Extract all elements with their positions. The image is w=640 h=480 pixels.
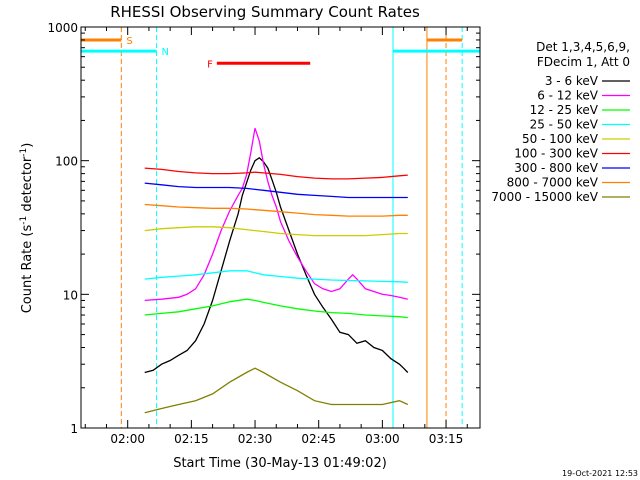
- legend-label-7000-15000-kev: 7000 - 15000 keV: [491, 190, 598, 204]
- x-tick-label: 03:00: [365, 432, 400, 446]
- series-line-6-12-kev: [144, 127, 408, 302]
- y-tick-label: 1000: [47, 21, 78, 35]
- series-line-100-300-kev: [144, 167, 408, 180]
- legend-label-800-7000-kev: 800 - 7000 keV: [507, 176, 599, 190]
- legend-label-100-300-kev: 100 - 300 keV: [514, 147, 598, 161]
- x-tick-label: 02:45: [301, 432, 336, 446]
- x-tick-label: 02:15: [174, 432, 209, 446]
- x-tick-label: 02:00: [110, 432, 145, 446]
- y-axis-label-main: Count Rate (s: [20, 225, 35, 314]
- x-axis-ticks: 02:00 02:15 02:30 02:45 03:00 03:15: [84, 27, 468, 446]
- y-axis-ticks: 1 10 100 1000: [47, 21, 480, 436]
- marker-label-n: N: [162, 47, 169, 58]
- y-tick-label: 10: [63, 288, 78, 302]
- legend-label-300-800-kev: 300 - 800 keV: [514, 161, 598, 175]
- observation-markers: S N F: [81, 27, 480, 428]
- legend-label-3-6-kev: 3 - 6 keV: [545, 74, 599, 88]
- y-tick-label: 100: [55, 155, 78, 169]
- legend-label-25-50-kev: 25 - 50 keV: [530, 118, 599, 132]
- series-line-800-7000-kev: [144, 203, 408, 217]
- series-line-25-50-kev: [144, 270, 408, 283]
- legend-header-2: FDecim 1, Att 0: [537, 55, 630, 69]
- chart-title: RHESSI Observing Summary Count Rates: [110, 3, 420, 21]
- series-lines: [144, 127, 409, 414]
- y-tick-label: 1: [70, 422, 78, 436]
- legend-label-6-12-kev: 6 - 12 keV: [537, 89, 599, 103]
- legend-label-50-100-kev: 50 - 100 keV: [522, 132, 599, 146]
- y-axis-label-sup1: -1: [19, 216, 29, 225]
- series-line-3-6-kev: [144, 156, 409, 374]
- series-line-300-800-kev: [144, 182, 408, 199]
- y-axis-label-sup2: -1: [19, 148, 29, 157]
- timestamp: 19-Oct-2021 12:53: [562, 469, 638, 478]
- series-line-12-25-kev: [144, 298, 408, 319]
- marker-label-s: S: [126, 36, 132, 47]
- legend-header-1: Det 1,3,4,5,6,9,: [536, 40, 630, 54]
- y-axis-label-end: ): [20, 143, 35, 148]
- x-tick-label: 02:30: [238, 432, 273, 446]
- marker-label-f: F: [207, 59, 213, 70]
- y-axis-label: Count Rate (s-1 detector-1): [19, 143, 35, 314]
- legend-label-12-25-kev: 12 - 25 keV: [530, 103, 599, 117]
- plot-frame: [80, 26, 481, 429]
- series-line-7000-15000-kev: [144, 367, 409, 414]
- x-axis-label: Start Time (30-May-13 01:49:02): [173, 456, 387, 471]
- x-tick-label: 03:15: [429, 432, 464, 446]
- series-line-50-100-kev: [144, 226, 408, 237]
- y-axis-label-mid: detector: [20, 156, 35, 216]
